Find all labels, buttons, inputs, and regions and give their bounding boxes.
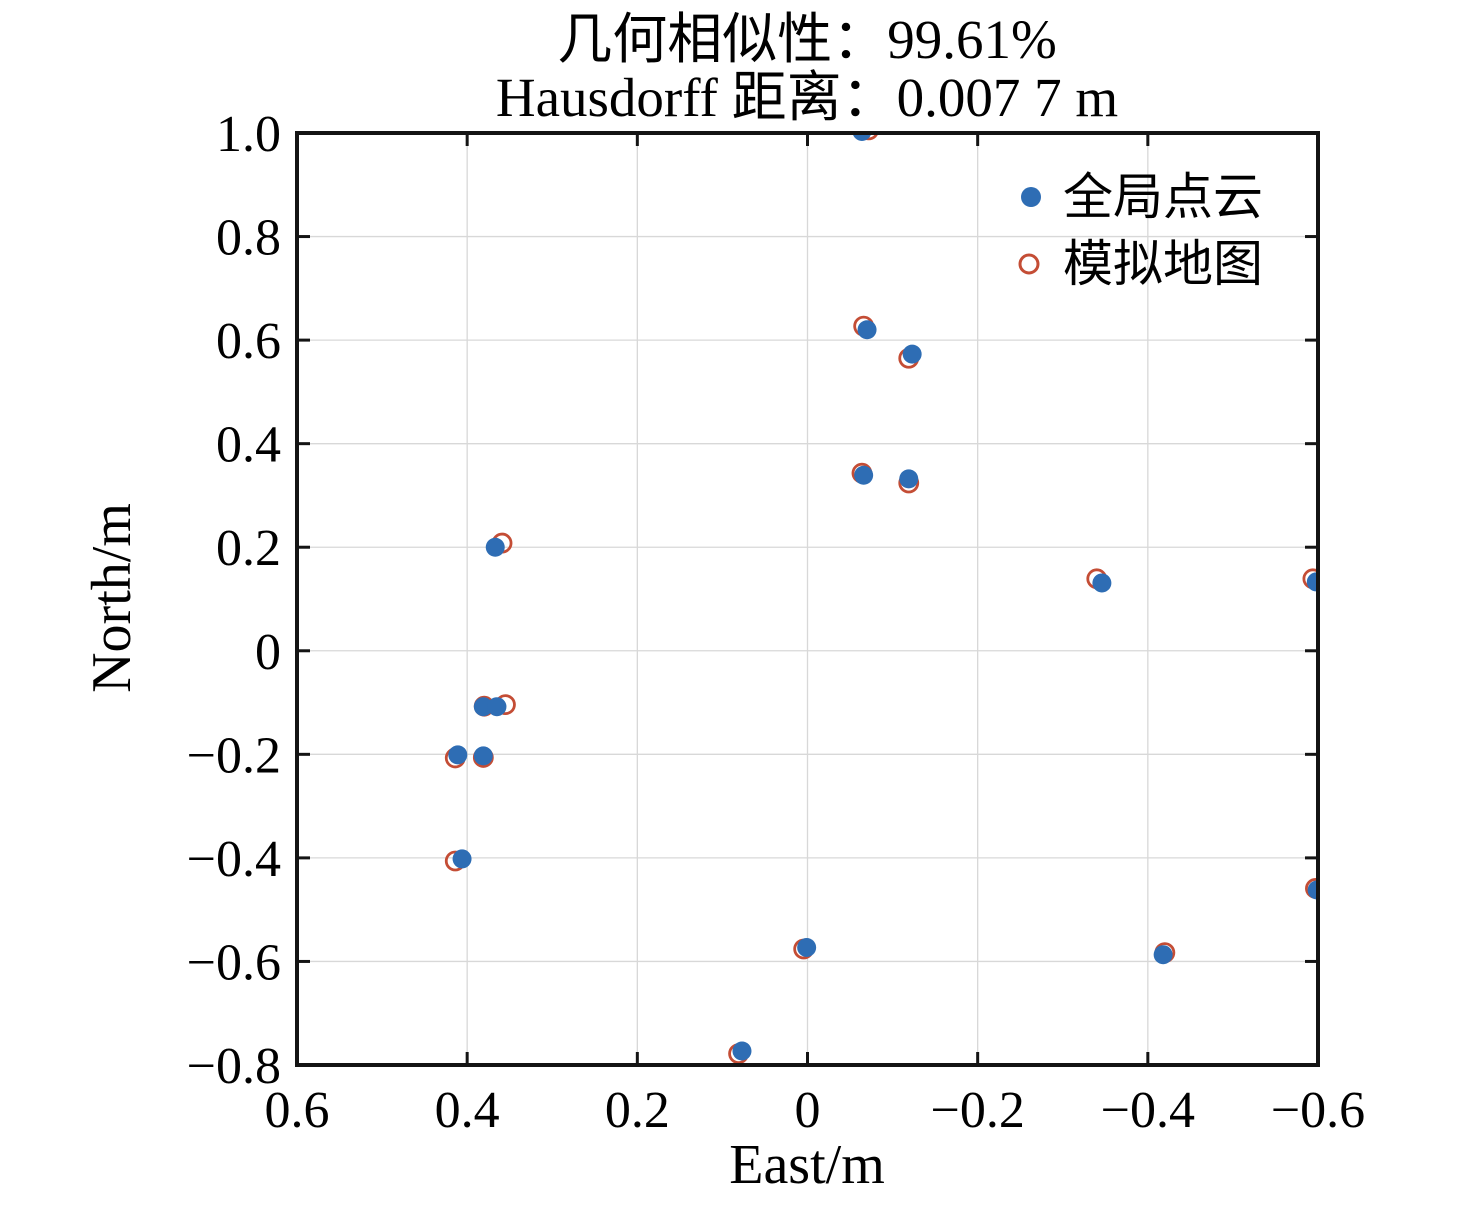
data-point-global-cloud bbox=[857, 320, 877, 340]
y-tick-label: −0.8 bbox=[187, 1038, 281, 1095]
data-point-global-cloud bbox=[1092, 573, 1112, 593]
y-tick-label: 0.4 bbox=[216, 417, 281, 474]
y-tick-label: −0.6 bbox=[187, 934, 281, 991]
y-tick-label: 0 bbox=[255, 624, 281, 681]
legend: 全局点云 模拟地图 bbox=[1018, 169, 1263, 292]
data-point-global-cloud bbox=[732, 1041, 752, 1061]
y-tick-label: 0.2 bbox=[216, 520, 281, 577]
x-tick-label: −0.4 bbox=[1101, 1082, 1195, 1139]
y-axis-label: North/m bbox=[81, 503, 143, 693]
data-point-global-cloud bbox=[473, 697, 493, 717]
data-point-global-cloud bbox=[1153, 945, 1173, 965]
data-point-global-cloud bbox=[1306, 572, 1318, 592]
x-axis-label: East/m bbox=[729, 1134, 885, 1196]
y-tick-label: 1.0 bbox=[216, 106, 281, 163]
x-tick-label: 0.6 bbox=[265, 1082, 330, 1139]
data-point-sim-map bbox=[858, 133, 879, 141]
legend-label-sim-map: 模拟地图 bbox=[1063, 236, 1263, 292]
x-tick-label: 0 bbox=[795, 1082, 821, 1139]
data-point-global-cloud bbox=[902, 344, 922, 364]
data-point-global-cloud bbox=[485, 537, 505, 557]
tick-labels: 0.6 0.4 0.2 0 −0.2 −0.4 −0.6 1.0 0.8 0.6 0.4 0.2 0 −0… bbox=[187, 106, 1365, 1139]
data-points-layer bbox=[444, 133, 1318, 1065]
plot-title-line2: Hausdorff 距离：0.007 7 m bbox=[496, 67, 1118, 128]
data-point-global-cloud bbox=[473, 746, 493, 766]
legend-marker-sim-map-icon bbox=[1018, 253, 1040, 275]
data-point-global-cloud bbox=[899, 469, 919, 489]
data-point-global-cloud bbox=[797, 937, 817, 957]
data-point-global-cloud bbox=[452, 849, 472, 869]
y-tick-label: 0.8 bbox=[216, 210, 281, 267]
y-tick-label: −0.2 bbox=[187, 727, 281, 784]
axes-frame bbox=[295, 131, 1320, 1067]
data-point-global-cloud bbox=[1307, 880, 1318, 900]
data-point-global-cloud bbox=[487, 697, 507, 717]
y-tick-label: 0.6 bbox=[216, 313, 281, 370]
x-tick-label: −0.6 bbox=[1271, 1082, 1365, 1139]
plot-title-line1: 几何相似性：99.61% bbox=[557, 9, 1057, 70]
x-tick-label: −0.2 bbox=[931, 1082, 1025, 1139]
data-point-global-cloud bbox=[448, 745, 468, 765]
y-tick-label: −0.4 bbox=[187, 831, 281, 888]
x-tick-label: 0.2 bbox=[605, 1082, 670, 1139]
data-point-global-cloud bbox=[854, 465, 874, 485]
legend-marker-global-points-icon bbox=[1021, 187, 1041, 207]
x-tick-label: 0.4 bbox=[435, 1082, 500, 1139]
legend-label-global-points: 全局点云 bbox=[1063, 169, 1263, 225]
